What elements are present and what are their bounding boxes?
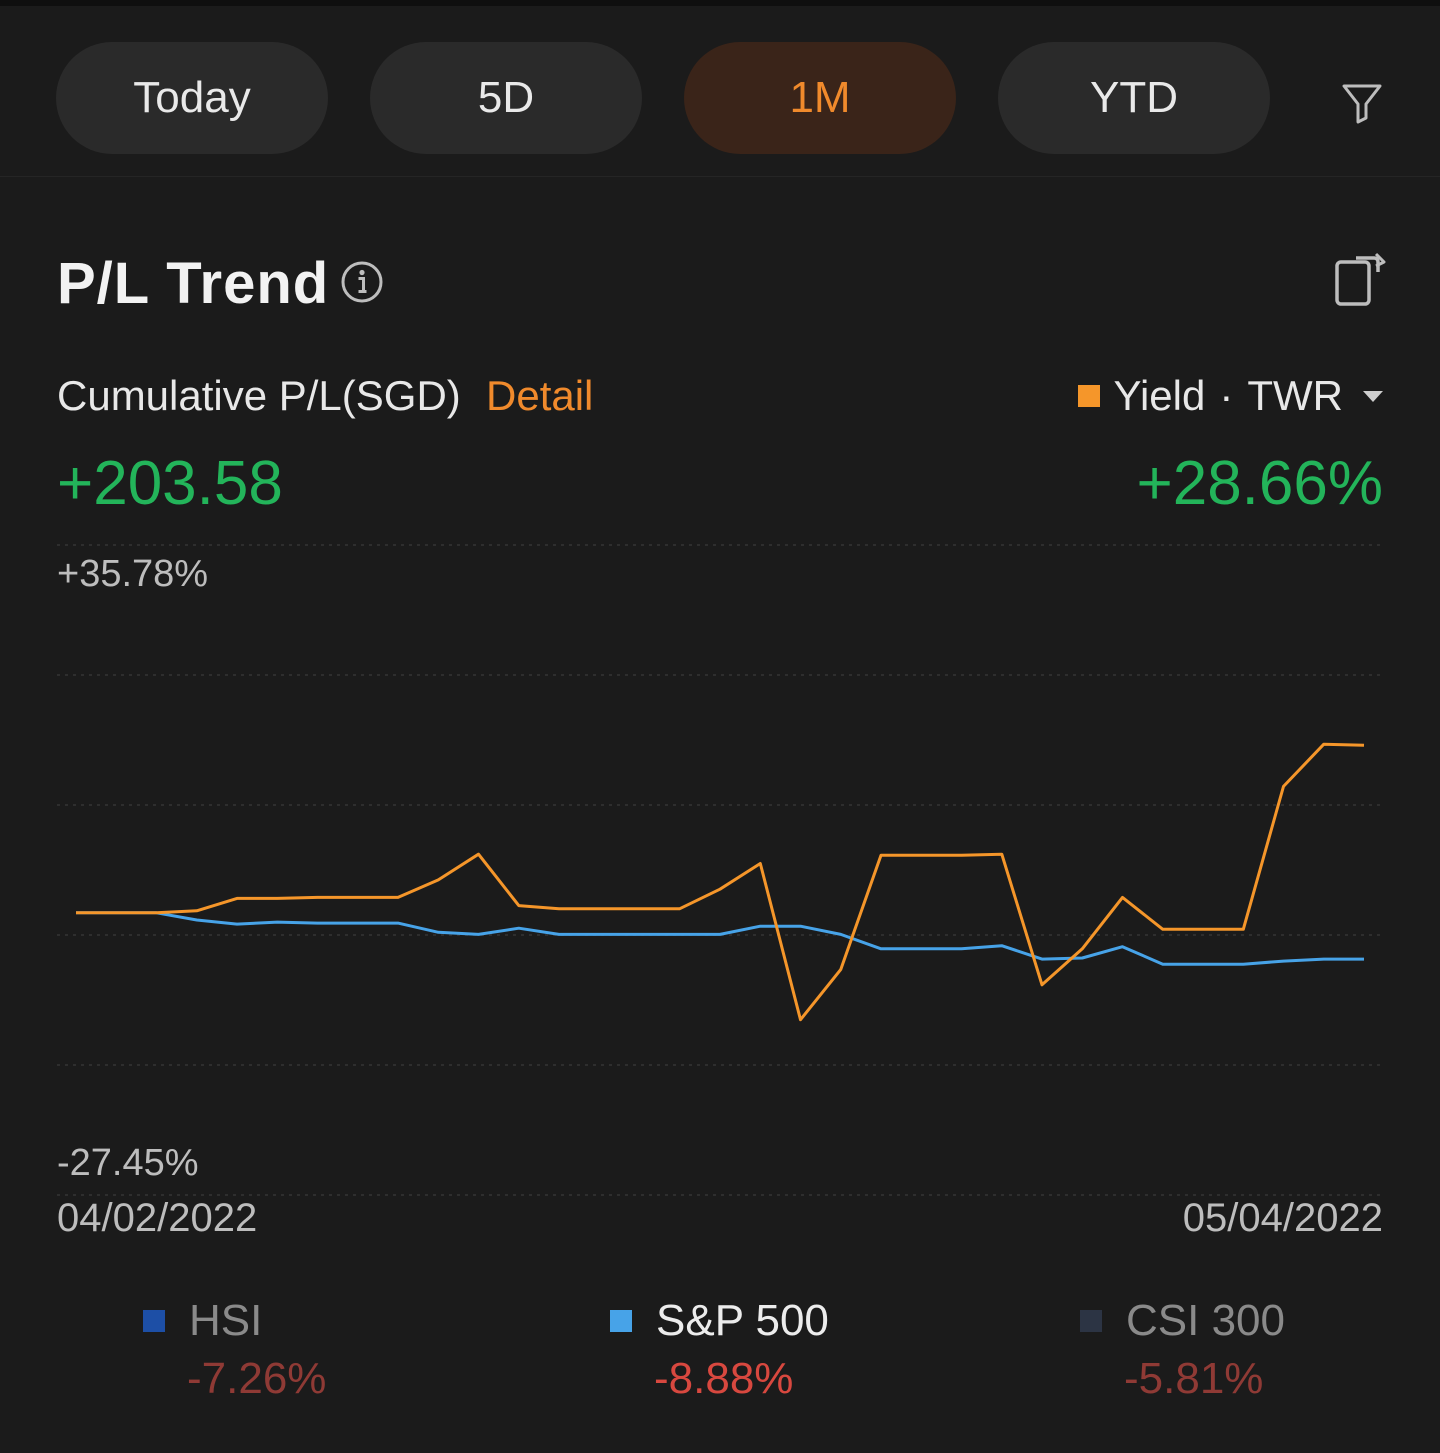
sp500-value: -8.88% xyxy=(654,1354,794,1403)
tab-1m[interactable]: 1M xyxy=(684,42,956,154)
dropdown-caret-icon xyxy=(1363,390,1383,402)
csi300-label: CSI 300 xyxy=(1126,1296,1285,1345)
hsi-value: -7.26% xyxy=(187,1354,327,1403)
detail-link[interactable]: Detail xyxy=(486,372,594,419)
cumulative-pl-value: +203.58 xyxy=(57,449,283,518)
tab-5d[interactable]: 5D xyxy=(370,42,642,154)
yield-value: +28.66% xyxy=(1136,449,1384,518)
legend-item-csi300[interactable]: CSI 300 -5.81% xyxy=(1080,1296,1285,1404)
share-icon[interactable] xyxy=(1332,250,1388,310)
csi300-swatch xyxy=(1080,1310,1102,1332)
cumulative-pl-label: Cumulative P/L(SGD) xyxy=(57,372,461,419)
yield-series-line xyxy=(76,742,1365,1022)
yield-mode-selector[interactable]: Yield · TWR xyxy=(1077,372,1383,420)
status-strip xyxy=(0,0,1440,6)
tab-today[interactable]: Today xyxy=(56,42,328,154)
twr-label: TWR xyxy=(1247,372,1343,419)
pl-trend-chart[interactable] xyxy=(0,530,1440,1210)
page-title: P/L Trend xyxy=(57,251,330,316)
legend-item-sp500[interactable]: S&P 500 -8.88% xyxy=(610,1296,829,1404)
csi300-value: -5.81% xyxy=(1124,1354,1264,1403)
x-start-label: 04/02/2022 xyxy=(57,1196,258,1240)
y-max-label: +35.78% xyxy=(57,553,209,595)
y-min-label: -27.45% xyxy=(57,1142,199,1184)
hsi-swatch xyxy=(143,1310,165,1332)
yield-label: Yield xyxy=(1113,372,1206,419)
sp500-swatch xyxy=(610,1310,632,1332)
tab-ytd[interactable]: YTD xyxy=(998,42,1270,154)
filter-icon[interactable] xyxy=(1336,76,1388,128)
sp500-label: S&P 500 xyxy=(656,1296,829,1345)
hsi-label: HSI xyxy=(189,1296,263,1345)
yield-swatch xyxy=(1077,385,1100,407)
separator-dot: · xyxy=(1219,372,1234,419)
info-icon[interactable] xyxy=(340,260,384,304)
sp500-series-line xyxy=(76,911,1364,966)
period-tabs: Today 5D 1M YTD xyxy=(0,6,1440,177)
legend-item-hsi[interactable]: HSI -7.26% xyxy=(143,1296,326,1404)
x-end-label: 05/04/2022 xyxy=(1182,1196,1383,1240)
